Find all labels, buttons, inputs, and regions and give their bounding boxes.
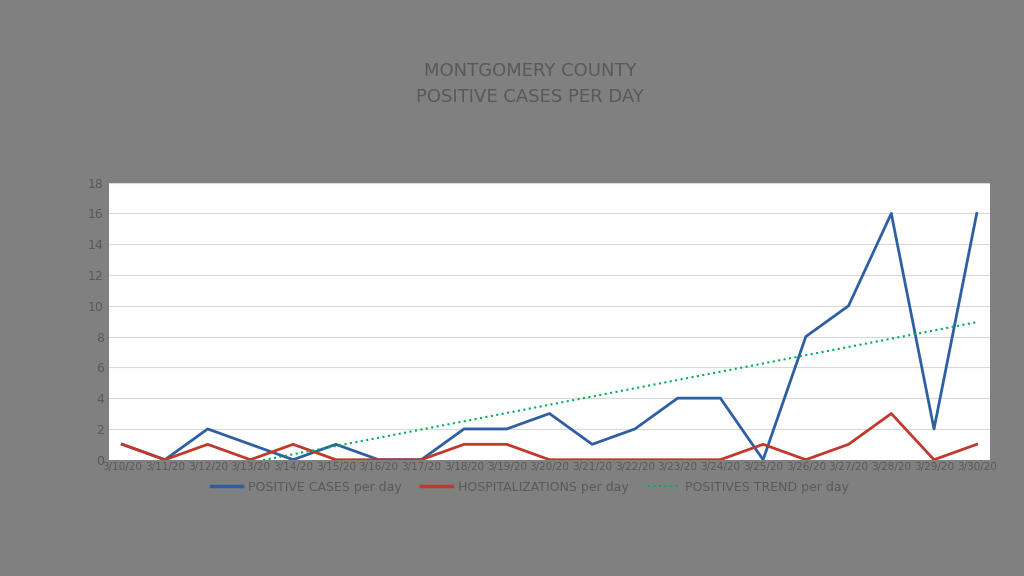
POSITIVE CASES per day bbox=[373, 456, 385, 463]
POSITIVES TREND per day bbox=[672, 377, 684, 384]
POSITIVES TREND per day bbox=[928, 327, 940, 334]
POSITIVES TREND per day bbox=[373, 434, 385, 441]
POSITIVES TREND per day bbox=[202, 467, 214, 474]
POSITIVE CASES per day bbox=[629, 426, 641, 433]
POSITIVE CASES per day bbox=[928, 426, 940, 433]
POSITIVE CASES per day bbox=[159, 456, 171, 463]
HOSPITALIZATIONS per day bbox=[330, 456, 342, 463]
POSITIVES TREND per day bbox=[287, 451, 299, 458]
HOSPITALIZATIONS per day bbox=[287, 441, 299, 448]
POSITIVES TREND per day bbox=[885, 335, 897, 342]
HOSPITALIZATIONS per day bbox=[843, 441, 855, 448]
POSITIVES TREND per day bbox=[586, 393, 598, 400]
HOSPITALIZATIONS per day bbox=[458, 441, 470, 448]
POSITIVES TREND per day bbox=[245, 459, 257, 466]
HOSPITALIZATIONS per day bbox=[415, 456, 427, 463]
POSITIVES TREND per day bbox=[159, 476, 171, 483]
POSITIVE CASES per day bbox=[330, 441, 342, 448]
POSITIVE CASES per day bbox=[501, 426, 513, 433]
HOSPITALIZATIONS per day bbox=[928, 456, 940, 463]
POSITIVES TREND per day bbox=[714, 368, 726, 375]
POSITIVE CASES per day bbox=[757, 456, 769, 463]
HOSPITALIZATIONS per day bbox=[629, 456, 641, 463]
POSITIVES TREND per day bbox=[843, 343, 855, 350]
POSITIVES TREND per day bbox=[415, 426, 427, 433]
POSITIVES TREND per day bbox=[757, 360, 769, 367]
POSITIVE CASES per day bbox=[971, 210, 983, 217]
POSITIVE CASES per day bbox=[245, 441, 257, 448]
HOSPITALIZATIONS per day bbox=[202, 441, 214, 448]
POSITIVE CASES per day bbox=[672, 395, 684, 401]
Line: HOSPITALIZATIONS per day: HOSPITALIZATIONS per day bbox=[122, 414, 977, 460]
POSITIVE CASES per day bbox=[287, 456, 299, 463]
POSITIVES TREND per day bbox=[116, 484, 128, 491]
POSITIVE CASES per day bbox=[800, 333, 812, 340]
POSITIVE CASES per day bbox=[544, 410, 556, 417]
Legend: POSITIVE CASES per day, HOSPITALIZATIONS per day, POSITIVES TREND per day: POSITIVE CASES per day, HOSPITALIZATIONS… bbox=[206, 476, 854, 499]
Line: POSITIVE CASES per day: POSITIVE CASES per day bbox=[122, 214, 977, 460]
HOSPITALIZATIONS per day bbox=[501, 441, 513, 448]
POSITIVE CASES per day bbox=[202, 426, 214, 433]
HOSPITALIZATIONS per day bbox=[116, 441, 128, 448]
HOSPITALIZATIONS per day bbox=[586, 456, 598, 463]
HOSPITALIZATIONS per day bbox=[757, 441, 769, 448]
HOSPITALIZATIONS per day bbox=[885, 410, 897, 417]
POSITIVES TREND per day bbox=[458, 418, 470, 425]
POSITIVE CASES per day bbox=[586, 441, 598, 448]
Line: POSITIVES TREND per day: POSITIVES TREND per day bbox=[122, 322, 977, 487]
POSITIVE CASES per day bbox=[458, 426, 470, 433]
POSITIVES TREND per day bbox=[544, 401, 556, 408]
Text: MONTGOMERY COUNTY
POSITIVE CASES PER DAY: MONTGOMERY COUNTY POSITIVE CASES PER DAY bbox=[416, 62, 644, 107]
HOSPITALIZATIONS per day bbox=[373, 456, 385, 463]
POSITIVES TREND per day bbox=[971, 319, 983, 325]
POSITIVE CASES per day bbox=[415, 456, 427, 463]
POSITIVE CASES per day bbox=[116, 441, 128, 448]
HOSPITALIZATIONS per day bbox=[544, 456, 556, 463]
HOSPITALIZATIONS per day bbox=[971, 441, 983, 448]
POSITIVES TREND per day bbox=[330, 442, 342, 449]
POSITIVE CASES per day bbox=[843, 302, 855, 309]
HOSPITALIZATIONS per day bbox=[245, 456, 257, 463]
POSITIVE CASES per day bbox=[885, 210, 897, 217]
POSITIVES TREND per day bbox=[629, 385, 641, 392]
POSITIVES TREND per day bbox=[800, 352, 812, 359]
HOSPITALIZATIONS per day bbox=[159, 456, 171, 463]
POSITIVES TREND per day bbox=[501, 410, 513, 416]
HOSPITALIZATIONS per day bbox=[714, 456, 726, 463]
HOSPITALIZATIONS per day bbox=[672, 456, 684, 463]
HOSPITALIZATIONS per day bbox=[800, 456, 812, 463]
POSITIVE CASES per day bbox=[714, 395, 726, 401]
